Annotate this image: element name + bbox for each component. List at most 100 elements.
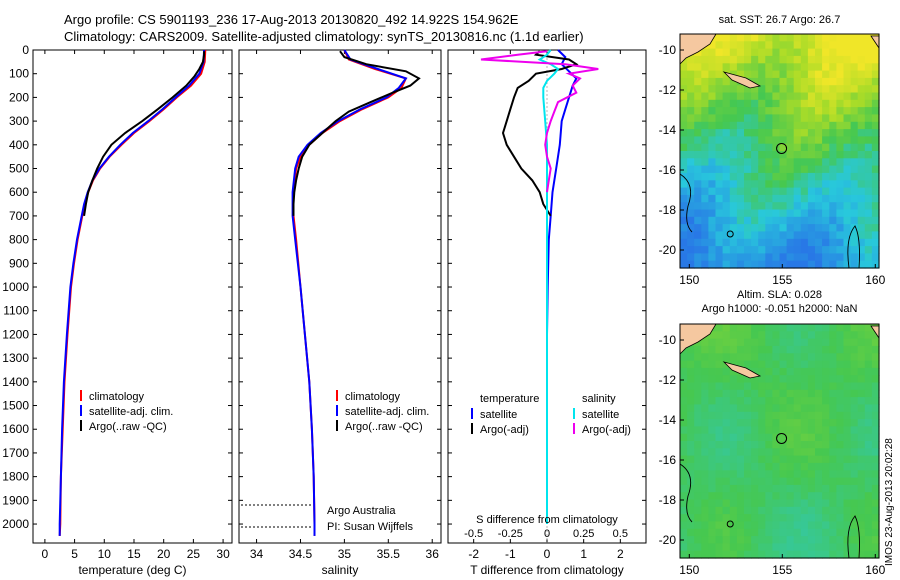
map-cell <box>765 231 773 240</box>
map-cell <box>701 85 709 94</box>
map-cell <box>751 514 759 522</box>
map-cell <box>850 499 859 508</box>
x-tick-label: 35.5 <box>377 547 401 561</box>
map-cell <box>765 550 773 559</box>
map-cell <box>786 441 795 449</box>
map-cell <box>815 85 823 94</box>
map-cell <box>722 448 731 457</box>
depth-tick-label: 1400 <box>2 375 29 389</box>
map-cell <box>729 441 738 449</box>
map-cell <box>744 492 752 501</box>
salinity-panel <box>238 49 442 544</box>
island-shape <box>722 361 762 379</box>
map-cell <box>793 202 802 211</box>
map-cell <box>744 129 752 137</box>
map-cell <box>729 404 738 413</box>
map-cell <box>758 165 766 174</box>
map-cell <box>815 246 823 254</box>
map-cell <box>715 202 724 211</box>
map-cell <box>815 202 823 211</box>
map-cell <box>815 165 823 174</box>
map-cell <box>857 338 866 347</box>
map-cell <box>715 260 724 269</box>
map-cell <box>815 158 823 167</box>
map-cell <box>687 462 695 471</box>
map-cell <box>864 114 873 123</box>
x-tick-label: 0 <box>544 547 551 561</box>
map-cell <box>800 345 809 354</box>
map-cell <box>807 484 816 493</box>
map-cell <box>793 165 802 174</box>
map-cell <box>822 63 830 72</box>
map-cell <box>836 492 845 501</box>
map-cell <box>800 353 809 362</box>
map-cell <box>701 375 709 384</box>
map-cell <box>857 528 866 537</box>
map-cell <box>687 107 695 115</box>
map-cell <box>680 433 688 442</box>
map-cell <box>722 375 731 384</box>
map-cell <box>793 99 802 108</box>
map-cell <box>779 151 788 159</box>
map-cell <box>793 129 802 137</box>
map-cell <box>779 345 788 354</box>
map-cell <box>800 107 809 115</box>
map-cell <box>807 70 816 79</box>
map-cell <box>758 77 766 86</box>
map-cell <box>715 114 724 123</box>
map-cell <box>715 382 724 391</box>
map-cell <box>722 353 731 362</box>
map-cell <box>772 514 781 522</box>
map-cell <box>772 172 781 181</box>
map-cell <box>857 353 866 362</box>
difference-panel <box>447 49 647 544</box>
map-cell <box>751 246 759 254</box>
map-cell <box>715 506 724 515</box>
map-cell <box>793 528 802 537</box>
map-cell <box>871 367 880 376</box>
map-cell <box>822 360 830 369</box>
map-cell <box>864 85 873 94</box>
map-cell <box>815 331 823 340</box>
map-cell <box>751 55 759 64</box>
map-cell <box>800 114 809 123</box>
map-cell <box>694 506 702 515</box>
map-cell <box>857 114 866 123</box>
map-cell <box>729 484 738 493</box>
map-cell <box>765 375 773 384</box>
map-cell <box>779 48 788 57</box>
map-cell <box>765 426 773 435</box>
map-cell <box>815 353 823 362</box>
map-cell <box>850 246 859 254</box>
map-cell <box>708 499 717 508</box>
map-cell <box>779 477 788 486</box>
map-cell <box>751 70 759 79</box>
map-cell <box>751 470 759 479</box>
map-cell <box>751 543 759 552</box>
map-cell <box>680 550 688 559</box>
map-cell <box>815 477 823 486</box>
map-cell <box>800 338 809 347</box>
map-cell <box>786 63 795 72</box>
depth-tick-label: 0 <box>22 43 29 57</box>
map-cell <box>736 550 745 559</box>
map-cell <box>729 114 738 123</box>
map-cell <box>815 77 823 86</box>
map-cell <box>687 216 695 225</box>
lat-tick-label: -18 <box>659 203 677 217</box>
map-cell <box>807 506 816 515</box>
lon-tick-label: 155 <box>772 563 792 577</box>
map-cell <box>736 202 745 211</box>
map-cell <box>744 158 752 167</box>
map-cell <box>729 187 738 196</box>
map-cell <box>680 209 688 218</box>
lat-tick-label: -12 <box>659 373 677 387</box>
map-cell <box>836 187 845 196</box>
map-cell <box>871 85 880 94</box>
map-cell <box>680 107 688 115</box>
map-cell <box>829 536 837 544</box>
map-cell <box>772 536 781 544</box>
map-cell <box>850 382 859 391</box>
map-cell <box>807 411 816 420</box>
map-cell <box>758 433 766 442</box>
